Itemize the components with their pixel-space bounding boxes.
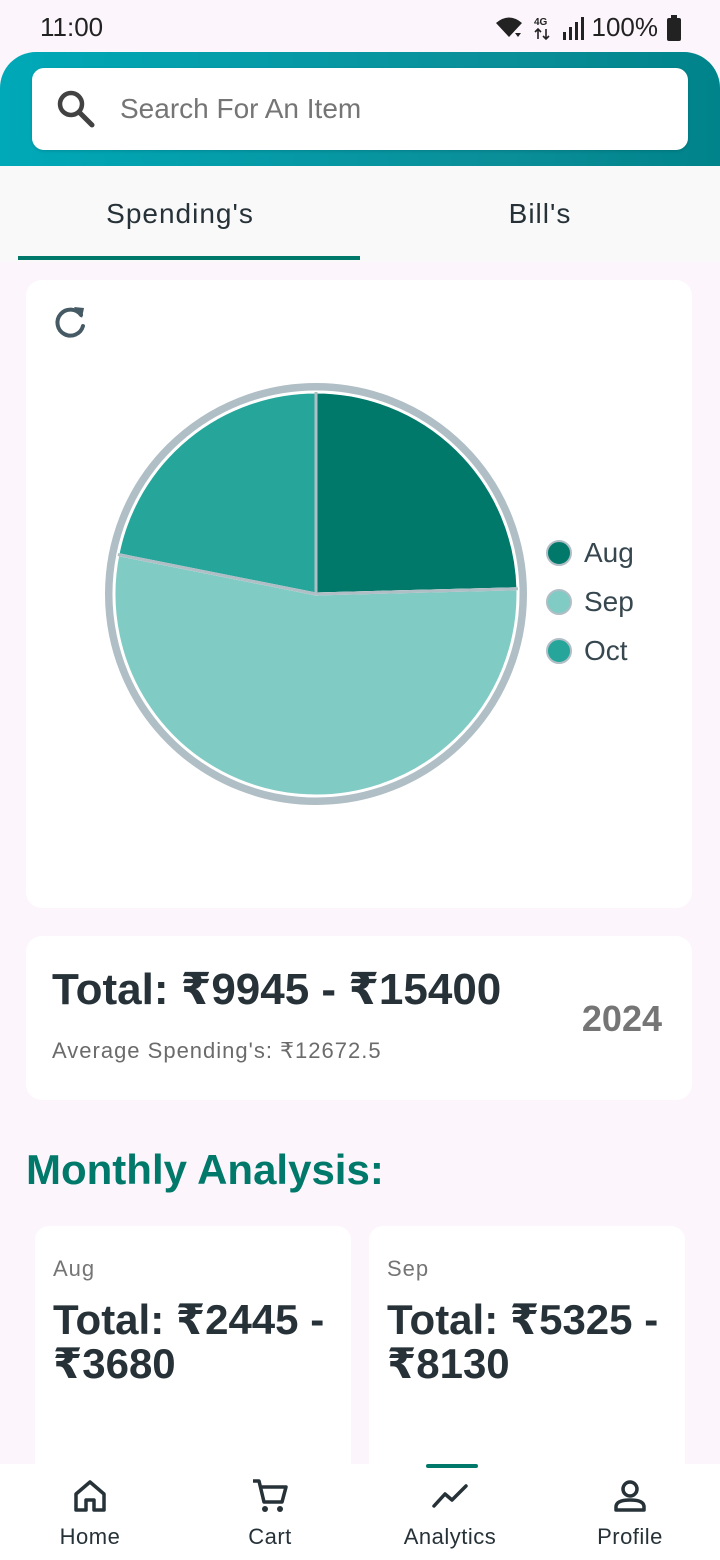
nav-analytics-label: Analytics — [403, 1524, 497, 1549]
month-card[interactable]: Aug Total: ₹2445 - ₹3680 — [35, 1226, 351, 1486]
legend-swatch — [546, 637, 572, 664]
total-card: Total: ₹9945 - ₹15400 Average Spending's… — [26, 936, 692, 1100]
app-header — [0, 52, 720, 166]
tab-spendings-label: Spending's — [106, 198, 254, 229]
bottom-navigation: Home Cart Analytics Profile — [0, 1464, 720, 1560]
nav-home-label: Home — [59, 1524, 121, 1549]
total-range: Total: ₹9945 - ₹15400 — [52, 965, 502, 1014]
network-4g-icon: 4G — [534, 17, 550, 40]
tab-bills-label: Bill's — [508, 198, 572, 229]
legend-swatch — [546, 588, 572, 615]
month-total: Total: ₹2445 - ₹3680 — [53, 1296, 325, 1387]
pie-outline — [105, 383, 527, 805]
legend-item-oct: Oct — [546, 626, 634, 675]
signal-icon — [562, 16, 584, 40]
tab-bills[interactable]: Bill's — [360, 166, 720, 262]
search-input[interactable] — [120, 93, 640, 125]
search-icon — [57, 90, 95, 128]
pie-slice-oct[interactable] — [116, 390, 318, 596]
nav-cart[interactable]: Cart — [180, 1464, 360, 1560]
month-card[interactable]: Sep Total: ₹5325 - ₹8130 — [369, 1226, 685, 1486]
chart-legend: Aug Sep Oct — [546, 528, 634, 675]
analytics-icon — [432, 1484, 468, 1508]
status-time: 11:00 — [40, 12, 104, 42]
month-label: Aug — [53, 1256, 96, 1281]
pie-chart — [105, 383, 527, 805]
home-icon — [74, 1480, 106, 1512]
month-label: Sep — [387, 1256, 430, 1281]
legend-label: Oct — [584, 634, 628, 666]
pie-separator — [117, 553, 317, 596]
refresh-icon[interactable] — [50, 302, 90, 342]
pie-separator — [315, 587, 518, 596]
tab-bar: Spending's Bill's — [0, 166, 720, 262]
wifi-icon — [495, 17, 522, 37]
profile-icon — [614, 1480, 646, 1512]
nav-analytics[interactable]: Analytics — [360, 1464, 540, 1560]
year-label: 2024 — [581, 998, 662, 1039]
legend-item-sep: Sep — [546, 577, 634, 626]
battery-percent: 100% — [591, 12, 659, 42]
legend-label: Aug — [584, 536, 634, 568]
chart-card: Aug Sep Oct — [26, 280, 692, 908]
nav-profile[interactable]: Profile — [540, 1464, 720, 1560]
legend-item-aug: Aug — [546, 528, 634, 577]
month-total: Total: ₹5325 - ₹8130 — [387, 1296, 659, 1387]
average-spending: Average Spending's: ₹12672.5 — [52, 1038, 382, 1063]
pie-slice-aug[interactable] — [314, 390, 520, 596]
status-bar: 11:00 4G 100% — [0, 0, 720, 52]
tab-spendings[interactable]: Spending's — [0, 166, 360, 262]
tab-active-indicator — [18, 256, 360, 260]
status-icons: 4G 100% — [494, 12, 683, 43]
nav-active-indicator — [426, 1464, 478, 1468]
network-type: 4G — [534, 17, 548, 28]
battery-icon — [667, 14, 681, 41]
pie-slice-sep[interactable] — [112, 552, 520, 798]
search-bar[interactable] — [32, 68, 688, 150]
nav-home[interactable]: Home — [0, 1464, 180, 1560]
legend-swatch — [546, 539, 572, 566]
nav-cart-label: Cart — [248, 1524, 292, 1549]
nav-profile-label: Profile — [597, 1524, 663, 1549]
monthly-analysis-title: Monthly Analysis: — [26, 1146, 384, 1193]
cart-icon — [253, 1479, 288, 1512]
legend-label: Sep — [584, 585, 634, 617]
